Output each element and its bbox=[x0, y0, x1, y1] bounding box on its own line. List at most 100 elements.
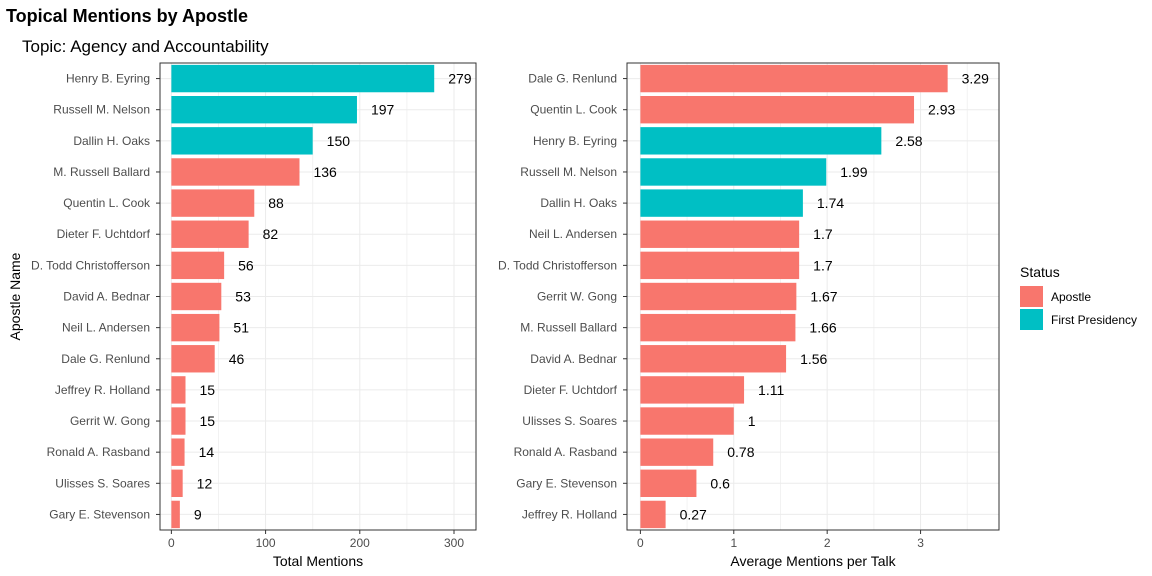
right-category-label-dallin-h-oaks: Dallin H. Oaks bbox=[540, 196, 617, 210]
chart-title: Topical Mentions by Apostle bbox=[6, 6, 249, 26]
left-bar-m-russell-ballard bbox=[171, 158, 300, 186]
left-value-label-david-a-bednar: 53 bbox=[235, 289, 251, 305]
left-y-axis-title: Apostle Name bbox=[7, 252, 23, 340]
right-value-label-jeffrey-r-holland: 0.27 bbox=[680, 506, 707, 522]
left-value-label-jeffrey-r-holland: 15 bbox=[200, 382, 216, 398]
left-bar-russell-m-nelson bbox=[171, 96, 357, 124]
right-value-label-m-russell-ballard: 1.66 bbox=[809, 320, 836, 336]
left-value-label-d-todd-christofferson: 56 bbox=[238, 257, 254, 273]
right-category-label-m-russell-ballard: M. Russell Ballard bbox=[520, 321, 617, 335]
left-category-label-d-todd-christofferson: D. Todd Christofferson bbox=[31, 258, 150, 272]
left-value-label-m-russell-ballard: 136 bbox=[313, 164, 337, 180]
right-bar-d-todd-christofferson bbox=[640, 251, 800, 280]
left-bar-dieter-f-uchtdorf bbox=[171, 220, 249, 248]
right-value-label-d-todd-christofferson: 1.7 bbox=[813, 257, 833, 273]
left-bar-dallin-h-oaks bbox=[171, 127, 313, 155]
left-value-label-dieter-f-uchtdorf: 82 bbox=[263, 226, 279, 242]
right-category-label-dieter-f-uchtdorf: Dieter F. Uchtdorf bbox=[524, 383, 618, 397]
right-x-tick-label: 1 bbox=[730, 536, 737, 550]
left-bar-neil-l-andersen bbox=[171, 313, 220, 342]
left-value-label-dallin-h-oaks: 150 bbox=[327, 133, 351, 149]
left-x-tick-label: 200 bbox=[350, 536, 370, 550]
chart-subtitle: Topic: Agency and Accountability bbox=[22, 37, 269, 56]
left-bar-henry-b-eyring bbox=[171, 64, 435, 93]
left-value-label-henry-b-eyring: 279 bbox=[448, 71, 472, 87]
left-bar-dale-g-renlund bbox=[171, 345, 215, 373]
right-value-label-neil-l-andersen: 1.7 bbox=[813, 226, 833, 242]
right-panel: 3.29 Dale G. Renlund 2.93 Quentin L. Cook 2.… bbox=[498, 62, 1000, 569]
left-bar-david-a-bednar bbox=[171, 282, 222, 311]
left-category-label-dale-g-renlund: Dale G. Renlund bbox=[61, 352, 150, 366]
left-bar-ronald-a-rasband bbox=[171, 438, 185, 466]
left-category-label-henry-b-eyring: Henry B. Eyring bbox=[66, 72, 150, 86]
left-category-label-ronald-a-rasband: Ronald A. Rasband bbox=[47, 445, 150, 459]
left-bar-gary-e-stevenson bbox=[171, 500, 180, 529]
left-panel-border bbox=[159, 62, 477, 531]
right-bar-gerrit-w-gong bbox=[640, 282, 797, 311]
right-category-label-neil-l-andersen: Neil L. Andersen bbox=[529, 227, 617, 241]
left-value-label-ronald-a-rasband: 14 bbox=[199, 444, 215, 460]
right-x-tick-label: 3 bbox=[917, 536, 924, 550]
right-bar-dallin-h-oaks bbox=[640, 189, 803, 217]
left-category-label-gary-e-stevenson: Gary E. Stevenson bbox=[49, 507, 150, 521]
right-category-label-henry-b-eyring: Henry B. Eyring bbox=[533, 134, 617, 148]
legend-label-apostle: Apostle bbox=[1051, 289, 1092, 304]
left-bar-ulisses-s-soares bbox=[171, 469, 183, 497]
left-x-tick-label: 0 bbox=[168, 536, 175, 550]
right-bar-ronald-a-rasband bbox=[640, 438, 714, 466]
legend: Status Apostle First Presidency bbox=[1020, 264, 1148, 331]
right-bar-dale-g-renlund bbox=[640, 64, 948, 93]
left-value-label-gerrit-w-gong: 15 bbox=[200, 413, 216, 429]
right-category-label-dale-g-renlund: Dale G. Renlund bbox=[528, 72, 617, 86]
left-category-label-quentin-l-cook: Quentin L. Cook bbox=[63, 196, 151, 210]
right-category-label-gerrit-w-gong: Gerrit W. Gong bbox=[537, 290, 617, 304]
left-x-axis-title: Total Mentions bbox=[273, 553, 363, 569]
right-value-label-dieter-f-uchtdorf: 1.11 bbox=[758, 382, 784, 398]
right-bar-david-a-bednar bbox=[640, 345, 787, 373]
right-value-label-quentin-l-cook: 2.93 bbox=[928, 102, 955, 118]
legend-item-apostle: Apostle bbox=[1020, 285, 1148, 308]
right-category-label-david-a-bednar: David A. Bednar bbox=[530, 352, 617, 366]
right-value-label-ulisses-s-soares: 1 bbox=[748, 413, 756, 429]
right-value-label-dale-g-renlund: 3.29 bbox=[962, 71, 989, 87]
left-category-label-dallin-h-oaks: Dallin H. Oaks bbox=[73, 134, 150, 148]
left-bar-quentin-l-cook bbox=[171, 189, 255, 217]
left-x-tick-label: 100 bbox=[256, 536, 276, 550]
right-value-label-david-a-bednar: 1.56 bbox=[800, 351, 827, 367]
right-value-label-ronald-a-rasband: 0.78 bbox=[727, 444, 754, 460]
right-bar-gary-e-stevenson bbox=[640, 469, 697, 497]
left-category-label-m-russell-ballard: M. Russell Ballard bbox=[53, 165, 150, 179]
left-value-label-russell-m-nelson: 197 bbox=[371, 102, 395, 118]
legend-title: Status bbox=[1020, 264, 1060, 280]
right-value-label-henry-b-eyring: 2.58 bbox=[895, 133, 922, 149]
right-category-label-ronald-a-rasband: Ronald A. Rasband bbox=[514, 445, 617, 459]
right-bar-ulisses-s-soares bbox=[640, 407, 734, 435]
right-bar-neil-l-andersen bbox=[640, 220, 800, 248]
right-bar-russell-m-nelson bbox=[640, 158, 827, 186]
left-bar-d-todd-christofferson bbox=[171, 251, 225, 280]
right-value-label-dallin-h-oaks: 1.74 bbox=[817, 195, 844, 211]
left-x-tick-label: 300 bbox=[444, 536, 464, 550]
left-value-label-quentin-l-cook: 88 bbox=[268, 195, 284, 211]
left-bar-gerrit-w-gong bbox=[171, 407, 186, 435]
left-value-label-neil-l-andersen: 51 bbox=[233, 320, 249, 336]
left-category-label-jeffrey-r-holland: Jeffrey R. Holland bbox=[55, 383, 150, 397]
right-value-label-russell-m-nelson: 1.99 bbox=[840, 164, 867, 180]
legend-item-first-presidency: First Presidency bbox=[1020, 308, 1148, 331]
right-x-tick-label: 2 bbox=[824, 536, 831, 550]
left-category-label-gerrit-w-gong: Gerrit W. Gong bbox=[70, 414, 150, 428]
left-category-label-ulisses-s-soares: Ulisses S. Soares bbox=[55, 476, 150, 490]
right-x-axis-title: Average Mentions per Talk bbox=[730, 553, 896, 569]
legend-label-first-presidency: First Presidency bbox=[1051, 312, 1138, 327]
left-value-label-dale-g-renlund: 46 bbox=[229, 351, 245, 367]
right-panel-border bbox=[626, 62, 1000, 531]
right-value-label-gerrit-w-gong: 1.67 bbox=[810, 289, 837, 305]
right-category-label-quentin-l-cook: Quentin L. Cook bbox=[530, 103, 618, 117]
right-category-label-russell-m-nelson: Russell M. Nelson bbox=[520, 165, 617, 179]
left-category-label-david-a-bednar: David A. Bednar bbox=[63, 290, 150, 304]
left-category-label-dieter-f-uchtdorf: Dieter F. Uchtdorf bbox=[57, 227, 151, 241]
right-bar-henry-b-eyring bbox=[640, 127, 882, 155]
right-category-label-jeffrey-r-holland: Jeffrey R. Holland bbox=[522, 507, 617, 521]
